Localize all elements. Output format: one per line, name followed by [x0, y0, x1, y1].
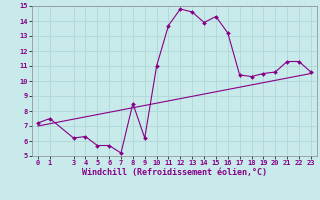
X-axis label: Windchill (Refroidissement éolien,°C): Windchill (Refroidissement éolien,°C): [82, 168, 267, 177]
